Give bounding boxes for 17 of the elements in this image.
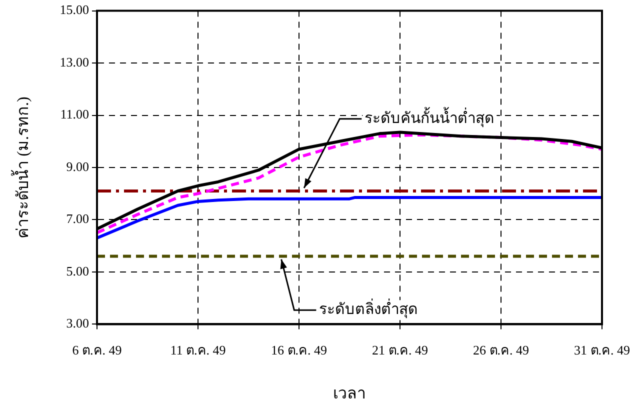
- ref-line-label: ระดับตลิ่งต่ำสุด: [319, 298, 418, 320]
- y-axis-title: ค่าระดับน้ำ (ม.รทก.): [10, 96, 32, 238]
- x-axis-title: เวลา: [333, 386, 366, 403]
- y-tick-label: 7.00: [66, 211, 89, 226]
- x-tick-label: 16 ต.ค. 49: [271, 342, 327, 358]
- x-tick-label: 11 ต.ค. 49: [170, 342, 226, 358]
- y-tick-label: 3.00: [66, 316, 89, 331]
- x-tick-label: 26 ต.ค. 49: [473, 342, 529, 358]
- x-tick-label: 21 ต.ค. 49: [372, 342, 428, 358]
- x-tick-label: 6 ต.ค. 49: [72, 342, 122, 358]
- y-tick-label: 9.00: [66, 158, 89, 174]
- y-tick-label: 11.00: [60, 106, 89, 122]
- y-tick-label: 5.00: [66, 263, 89, 278]
- y-tick-label: 15.00: [60, 2, 89, 18]
- ref-line-label: ระดับคันกั้นน้ำต่ำสุด: [364, 106, 495, 128]
- y-tick-label: 13.00: [60, 54, 89, 70]
- x-tick-label: 31 ต.ค. 49: [574, 342, 630, 358]
